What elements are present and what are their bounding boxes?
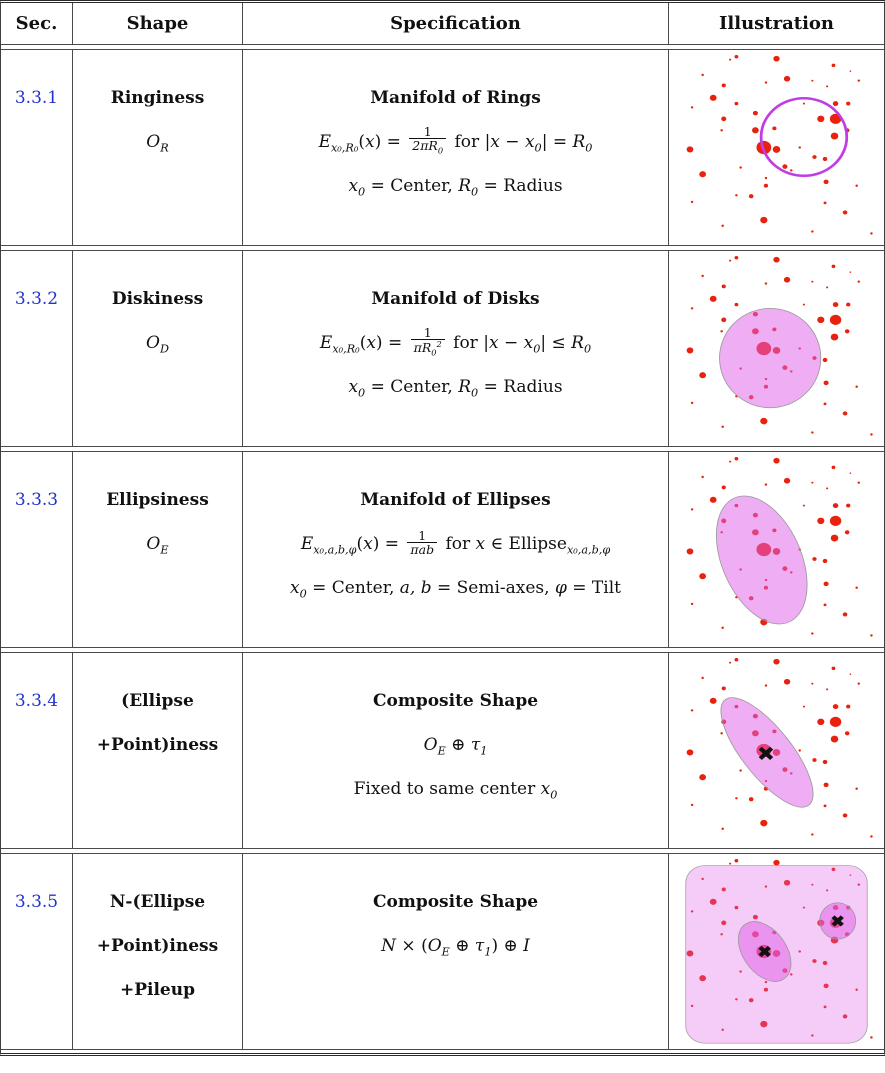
fraction: 1 πR02 xyxy=(410,326,445,357)
fraction: 1 πab xyxy=(407,529,438,556)
spec-formula: Ex₀,a,b,φ(x) = 1 πab for x ∈ Ellipsex₀,a,… xyxy=(300,527,611,557)
col-header-specification: Specification xyxy=(243,3,669,44)
illustration-cell xyxy=(669,653,884,848)
section-link[interactable]: 3.3.1 xyxy=(14,88,59,108)
section-cell: 3.3.3 xyxy=(1,452,73,647)
col-header-illustration: Illustration xyxy=(718,13,835,34)
spec-note: x0 = Center, R0 = Radius xyxy=(348,176,563,199)
shape-cell: Ellipsiness OE xyxy=(73,452,243,647)
shape-name: Ellipsiness xyxy=(106,490,209,510)
spec-note: x0 = Center, R0 = Radius xyxy=(348,377,563,400)
illustration-plot xyxy=(686,658,873,838)
table-body: 3.3.1 Ringiness OR Manifold of Rings Ex₀,R₀(… xyxy=(1,49,884,1050)
fraction: 1 2πR0 xyxy=(409,125,447,155)
specification-cell: Manifold of Ellipses Ex₀,a,b,φ(x) = 1 πab … xyxy=(243,452,669,647)
illustration-cell xyxy=(669,452,884,647)
col-header-sec: Sec. xyxy=(1,3,73,44)
specification-cell: Composite Shape OE ⊕ τ1 Fixed to same cent… xyxy=(243,653,669,848)
section-link[interactable]: 3.3.4 xyxy=(14,691,59,711)
shape-symbol: OD xyxy=(146,333,169,356)
illustration-cell xyxy=(669,854,884,1049)
spec-note: Fixed to same center x0 xyxy=(353,779,558,802)
spec-formula: N × (OE ⊕ τ1) ⊕ I xyxy=(381,936,530,959)
table-row: 3.3.4 (Ellipse +Point)iness Composite Shape… xyxy=(1,652,884,849)
spec-formula: Ex₀,R₀(x) = 1 2πR0 for |x − x0| = R0 xyxy=(318,124,593,156)
section-cell: 3.3.4 xyxy=(1,653,73,848)
shape-symbol: OE xyxy=(146,534,169,557)
ring-overlay xyxy=(759,96,849,178)
section-link[interactable]: 3.3.3 xyxy=(14,490,59,510)
illustration-plot xyxy=(686,55,873,235)
section-cell: 3.3.5 xyxy=(1,854,73,1049)
shape-name: +Point)iness xyxy=(96,735,219,755)
table-row: 3.3.1 Ringiness OR Manifold of Rings Ex₀,R₀(… xyxy=(1,49,884,246)
table-row: 3.3.3 Ellipsiness OE Manifold of Ellipses Ex… xyxy=(1,451,884,648)
shape-cell: Diskiness OD xyxy=(73,251,243,446)
spec-title: Composite Shape xyxy=(372,892,539,912)
illustration-cell xyxy=(669,50,884,245)
section-link[interactable]: 3.3.2 xyxy=(14,289,59,309)
cross-marker-icon xyxy=(758,945,771,958)
illustration-plot xyxy=(685,859,873,1044)
shape-cell: N-(Ellipse +Point)iness +Pileup xyxy=(73,854,243,1049)
illustration-plot xyxy=(686,457,873,637)
cross-marker-icon xyxy=(831,915,844,927)
shape-cell: (Ellipse +Point)iness xyxy=(73,653,243,848)
spec-formula: OE ⊕ τ1 xyxy=(423,735,488,758)
cross-marker-icon xyxy=(758,746,774,760)
spec-title: Manifold of Ellipses xyxy=(360,490,551,510)
illustration-plot xyxy=(686,256,873,436)
ellipse-overlay xyxy=(715,495,808,625)
specification-cell: Manifold of Disks Ex₀,R₀(x) = 1 πR02 for |… xyxy=(243,251,669,446)
spec-title: Composite Shape xyxy=(372,691,539,711)
shape-name: +Point)iness xyxy=(96,936,219,956)
table-row: 3.3.5 N-(Ellipse +Point)iness +Pileup Compos… xyxy=(1,853,884,1050)
illustration-cell xyxy=(669,251,884,446)
shape-name: Diskiness xyxy=(111,289,204,309)
spec-title: Manifold of Rings xyxy=(370,88,541,108)
table-row: 3.3.2 Diskiness OD Manifold of Disks Ex₀,R₀(… xyxy=(1,250,884,447)
section-link[interactable]: 3.3.5 xyxy=(14,892,59,912)
section-cell: 3.3.1 xyxy=(1,50,73,245)
shape-cell: Ringiness OR xyxy=(73,50,243,245)
section-cell: 3.3.2 xyxy=(1,251,73,446)
spec-note: x0 = Center, a, b = Semi-axes, φ = Tilt xyxy=(290,578,621,601)
shape-name: Ringiness xyxy=(110,88,205,108)
disk-overlay xyxy=(719,308,822,409)
shape-name: N-(Ellipse xyxy=(109,892,206,912)
specification-cell: Manifold of Rings Ex₀,R₀(x) = 1 2πR0 for |… xyxy=(243,50,669,245)
shape-name: (Ellipse xyxy=(121,691,194,711)
shape-symbol: OR xyxy=(146,132,169,155)
spec-formula: Ex₀,R₀(x) = 1 πR02 for |x − x0| ≤ R0 xyxy=(319,324,592,358)
shape-name: +Pileup xyxy=(119,980,195,1000)
col-header-shape: Shape xyxy=(73,3,243,44)
specification-cell: Composite Shape N × (OE ⊕ τ1) ⊕ I xyxy=(243,854,669,1049)
spec-title: Manifold of Disks xyxy=(371,289,540,309)
table-header: Sec. Shape Specification Illustration xyxy=(1,3,884,45)
